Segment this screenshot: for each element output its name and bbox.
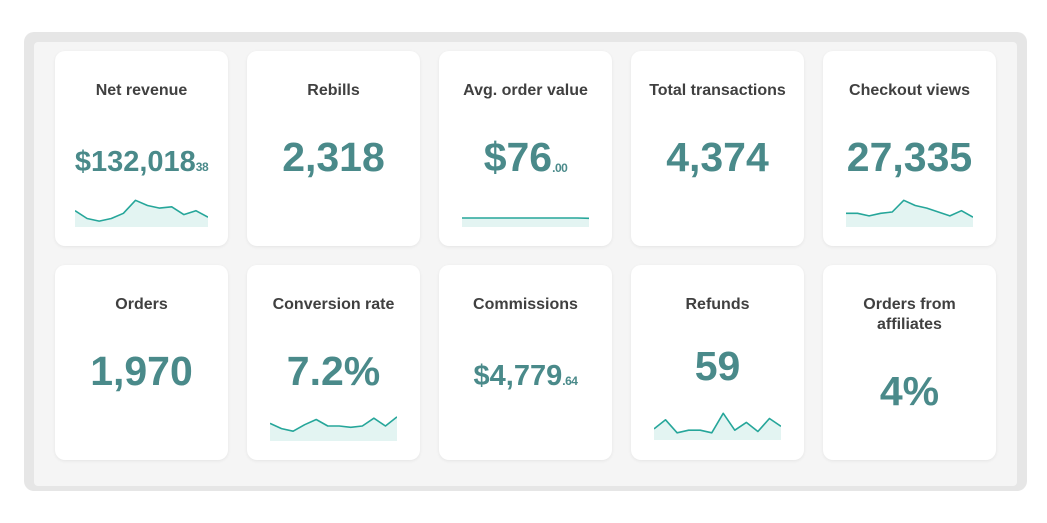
card-title: Conversion rate <box>272 296 395 313</box>
card-title: Net revenue <box>95 82 188 99</box>
card-title: Total transactions <box>649 82 786 99</box>
value-cents: 38 <box>195 160 209 174</box>
card-total-transactions[interactable]: Total transactions 4,374 <box>631 51 804 246</box>
value-main: $132,018 <box>74 146 196 178</box>
sparkline-area <box>654 413 781 440</box>
sparkline <box>270 411 397 441</box>
sparkline-area <box>270 416 397 441</box>
card-title: Rebills <box>307 82 360 99</box>
card-checkout-views[interactable]: Checkout views 27,335 <box>823 51 996 246</box>
value-main: 1,970 <box>90 348 193 394</box>
value-main: 27,335 <box>846 134 973 180</box>
card-value: 1,970 <box>55 345 228 395</box>
card-value: 59 <box>631 340 804 390</box>
sparkline-line <box>75 200 208 221</box>
sparkline-line <box>846 200 973 217</box>
sparkline <box>75 197 208 227</box>
card-value: $76.00 <box>439 131 612 181</box>
card-title: Avg. order value <box>463 82 588 99</box>
card-title: Orders from affiliates <box>863 296 956 333</box>
card-refunds[interactable]: Refunds 59 <box>631 265 804 460</box>
card-orders-from-affiliates[interactable]: Orders from affiliates 4% <box>823 265 996 460</box>
sparkline-area <box>846 200 973 227</box>
card-value: 4,374 <box>631 131 804 181</box>
card-value: 27,335 <box>823 131 996 181</box>
sparkline <box>462 209 589 227</box>
card-commissions[interactable]: Commissions $4,779.64 <box>439 265 612 460</box>
value-main: 4% <box>879 368 940 414</box>
card-conversion-rate[interactable]: Conversion rate 7.2% <box>247 265 420 460</box>
card-title: Refunds <box>685 296 750 313</box>
card-title: Orders <box>115 296 168 313</box>
sparkline <box>846 197 973 227</box>
card-title: Commissions <box>473 296 578 313</box>
value-main: 2,318 <box>282 134 385 180</box>
card-value: $4,779.64 <box>439 343 612 393</box>
card-orders[interactable]: Orders 1,970 <box>55 265 228 460</box>
value-main: $76 <box>483 134 553 180</box>
value-main: 7.2% <box>286 348 381 394</box>
card-rebills[interactable]: Rebills 2,318 <box>247 51 420 246</box>
card-value: 7.2% <box>247 345 420 395</box>
card-net-revenue[interactable]: Net revenue $132,018 38 <box>55 51 228 246</box>
card-value: 4% <box>823 365 996 415</box>
sparkline-area <box>75 200 208 227</box>
value-main: $4,779 <box>473 360 563 392</box>
sparkline-line <box>654 413 781 433</box>
value-main: 59 <box>694 343 741 389</box>
sparkline <box>654 410 781 440</box>
card-title: Checkout views <box>849 82 970 99</box>
card-avg-order-value[interactable]: Avg. order value $76.00 <box>439 51 612 246</box>
value-cents: .64 <box>562 374 578 388</box>
card-value: 2,318 <box>247 131 420 181</box>
card-value: $132,018 38 <box>55 129 228 179</box>
sparkline-area <box>462 218 589 227</box>
value-main: 4,374 <box>666 134 769 180</box>
value-cents: .00 <box>552 161 568 175</box>
sparkline-line <box>270 417 397 431</box>
